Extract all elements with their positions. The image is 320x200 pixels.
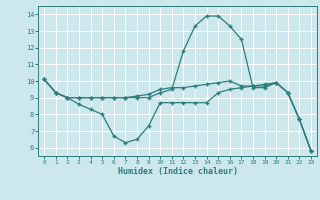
X-axis label: Humidex (Indice chaleur): Humidex (Indice chaleur) [118,167,238,176]
